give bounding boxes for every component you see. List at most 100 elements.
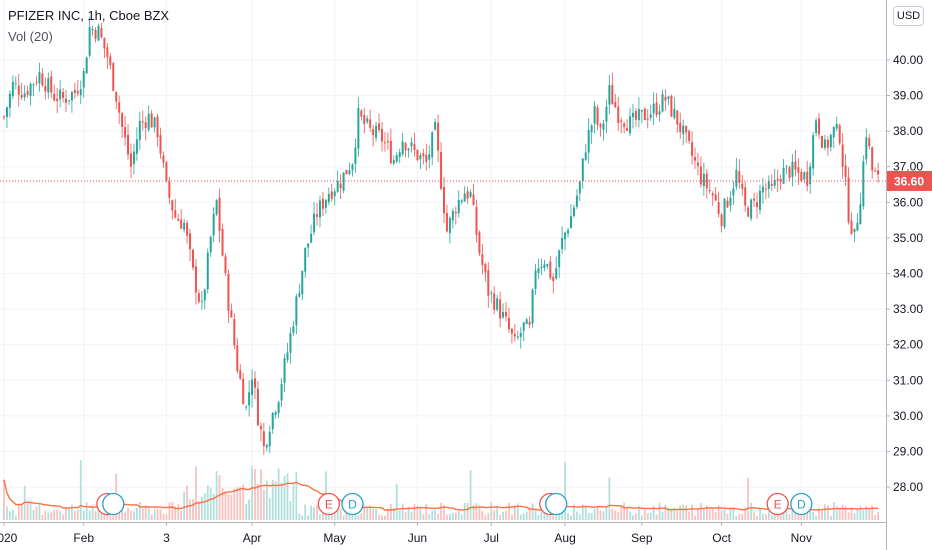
candle-body bbox=[496, 298, 499, 310]
x-tick-label: May bbox=[323, 531, 346, 545]
volume-bar bbox=[513, 505, 516, 520]
candle-body bbox=[853, 228, 856, 232]
earnings-marker[interactable] bbox=[766, 492, 789, 516]
volume-bar bbox=[463, 502, 466, 520]
volume-bar bbox=[584, 506, 587, 520]
volume-bar bbox=[812, 511, 815, 520]
candle-body bbox=[510, 328, 513, 334]
candle-body bbox=[200, 300, 203, 302]
candle-body bbox=[676, 110, 679, 125]
candle-body bbox=[100, 27, 103, 38]
volume-bar bbox=[623, 502, 626, 520]
candle-body bbox=[558, 250, 561, 268]
candle-body bbox=[8, 93, 11, 108]
volume-bar bbox=[708, 509, 711, 520]
candle-body bbox=[401, 141, 404, 155]
volume-bar bbox=[573, 504, 575, 520]
candle-body bbox=[115, 91, 118, 102]
candle-body bbox=[561, 237, 564, 250]
dividend-marker[interactable] bbox=[341, 492, 364, 516]
volume-bar bbox=[428, 514, 431, 520]
volume-bar bbox=[171, 502, 174, 520]
volume-bar bbox=[425, 504, 428, 520]
candle-body bbox=[513, 334, 516, 337]
symbol-legend[interactable]: PFIZER INC, 1h, Cboe BZX bbox=[8, 8, 170, 23]
volume-bar bbox=[265, 480, 268, 520]
volume-bar bbox=[457, 510, 460, 520]
candle-body bbox=[62, 92, 65, 98]
x-tick-label: Apr bbox=[243, 531, 262, 545]
candle-body bbox=[812, 135, 815, 169]
candle-body bbox=[623, 123, 626, 128]
volume-bar bbox=[469, 470, 472, 520]
candle-body bbox=[138, 121, 141, 140]
volume-bar bbox=[230, 494, 233, 520]
volume-bar bbox=[800, 512, 803, 520]
currency-button[interactable]: USD bbox=[893, 6, 924, 26]
volume-bar bbox=[26, 502, 29, 520]
candle-body bbox=[543, 264, 546, 269]
volume-bar bbox=[147, 507, 150, 520]
candle-body bbox=[23, 93, 26, 98]
candle-body bbox=[788, 167, 791, 178]
candle-body bbox=[820, 135, 823, 148]
candle-body bbox=[132, 151, 135, 165]
candle-body bbox=[224, 256, 227, 274]
candle-body bbox=[865, 137, 868, 160]
y-tick-label: 36.00 bbox=[893, 195, 923, 209]
volume-bar bbox=[177, 503, 180, 520]
candle-body bbox=[484, 263, 487, 273]
candle-body bbox=[487, 270, 490, 296]
candle-body bbox=[564, 232, 567, 240]
volume-bar bbox=[658, 502, 661, 520]
x-tick-label: 3 bbox=[163, 531, 170, 545]
volume-bar bbox=[419, 507, 422, 520]
dividend-marker[interactable] bbox=[790, 492, 813, 516]
volume-bar bbox=[815, 515, 817, 520]
candle-body bbox=[109, 56, 112, 66]
volume-bar bbox=[788, 514, 791, 520]
candle-body bbox=[425, 154, 428, 162]
candle-body bbox=[413, 144, 416, 150]
candle-body bbox=[283, 358, 286, 384]
candle-body bbox=[236, 345, 239, 372]
candle-body bbox=[124, 126, 127, 138]
candle-body bbox=[460, 200, 463, 203]
candle-body bbox=[493, 293, 496, 311]
y-tick-label: 33.00 bbox=[893, 302, 923, 316]
candle-body bbox=[682, 125, 685, 135]
volume-bar bbox=[614, 510, 617, 520]
volume-bar bbox=[239, 486, 242, 520]
dividend-marker[interactable] bbox=[102, 492, 125, 516]
candle-body bbox=[56, 98, 59, 102]
candle-body bbox=[720, 214, 723, 226]
earnings-marker[interactable] bbox=[317, 492, 340, 516]
volume-bar bbox=[17, 504, 20, 520]
candle-body bbox=[245, 406, 248, 408]
volume-bar bbox=[76, 509, 79, 520]
dividend-marker[interactable] bbox=[545, 492, 568, 516]
candle-body bbox=[741, 183, 744, 189]
x-tick-label: Jul bbox=[484, 531, 499, 545]
volume-bar bbox=[6, 506, 8, 520]
volume-bar bbox=[398, 510, 401, 520]
candle-body bbox=[47, 78, 50, 93]
candle-body bbox=[800, 171, 803, 182]
candle-body bbox=[295, 296, 298, 326]
volume-legend[interactable]: Vol (20) bbox=[8, 29, 53, 44]
candle-body bbox=[463, 193, 466, 202]
candle-body bbox=[422, 153, 425, 157]
volume-bar bbox=[289, 501, 292, 520]
volume-bar bbox=[14, 515, 17, 520]
volume-bar bbox=[73, 511, 76, 520]
volume-bar bbox=[714, 512, 717, 520]
candle-body bbox=[277, 402, 280, 414]
volume-bar bbox=[717, 505, 720, 520]
candle-body bbox=[262, 431, 265, 447]
volume-bar bbox=[295, 471, 298, 520]
candle-body bbox=[753, 198, 756, 201]
candle-body bbox=[522, 322, 525, 331]
volume-bar bbox=[735, 515, 738, 520]
volume-bar bbox=[871, 505, 874, 520]
